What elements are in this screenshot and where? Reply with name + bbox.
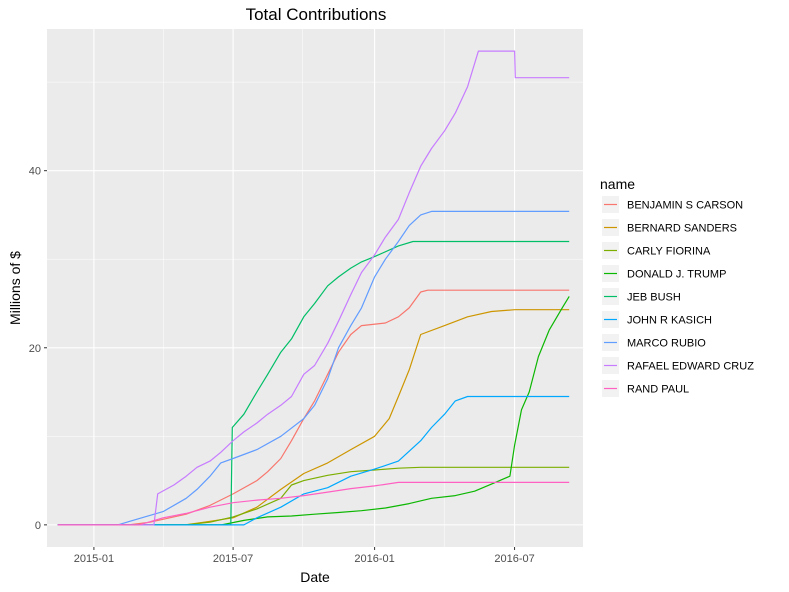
x-tick-label: 2016-07 (494, 553, 534, 565)
legend-label-marco-rubio: MARCO RUBIO (627, 338, 706, 350)
series-line-rand-paul (57, 481, 570, 526)
y-axis-title: Millions of $ (7, 251, 23, 325)
y-tick-label: 20 (29, 343, 41, 355)
series-line-rafael-edward-cruz (57, 50, 570, 526)
y-tick-label: 0 (35, 520, 41, 532)
x-axis-ticks: 2015-01 2015-07 2016-01 2016-07 (74, 547, 535, 565)
chart-title: Total Contributions (246, 5, 387, 24)
legend-label-rafael-edward-cruz: RAFAEL EDWARD CRUZ (627, 361, 754, 373)
series-line-john-r-kasich (57, 395, 570, 526)
y-axis-ticks: 0 20 40 (29, 166, 47, 532)
series-line-carly-fiorina (57, 466, 570, 526)
series-line-bernard-sanders (57, 309, 570, 526)
y-tick-label: 40 (29, 166, 41, 178)
x-tick-label: 2015-01 (74, 553, 114, 565)
legend-label-jeb-bush: JEB BUSH (627, 292, 681, 304)
grid-minor (47, 29, 583, 547)
series-line-marco-rubio (57, 210, 570, 526)
series-line-donald-j-trump (57, 296, 570, 526)
legend-label-benjamin-s-carson: BENJAMIN S CARSON (627, 200, 743, 212)
legend-label-donald-j-trump: DONALD J. TRUMP (627, 269, 726, 281)
x-axis-title: Date (300, 569, 330, 585)
legend-label-carly-fiorina: CARLY FIORINA (627, 246, 711, 258)
legend-label-rand-paul: RAND PAUL (627, 384, 689, 396)
series-line-jeb-bush (57, 240, 570, 526)
x-tick-label: 2015-07 (213, 553, 253, 565)
legend: name BENJAMIN S CARSON BERNARD SANDERS CAR… (600, 176, 754, 397)
plot-panel (47, 29, 583, 547)
x-tick-label: 2016-01 (354, 553, 394, 565)
legend-label-bernard-sanders: BERNARD SANDERS (627, 223, 737, 235)
legend-label-john-r-kasich: JOHN R KASICH (627, 315, 712, 327)
series-lines (57, 50, 570, 526)
legend-title: name (600, 176, 635, 192)
